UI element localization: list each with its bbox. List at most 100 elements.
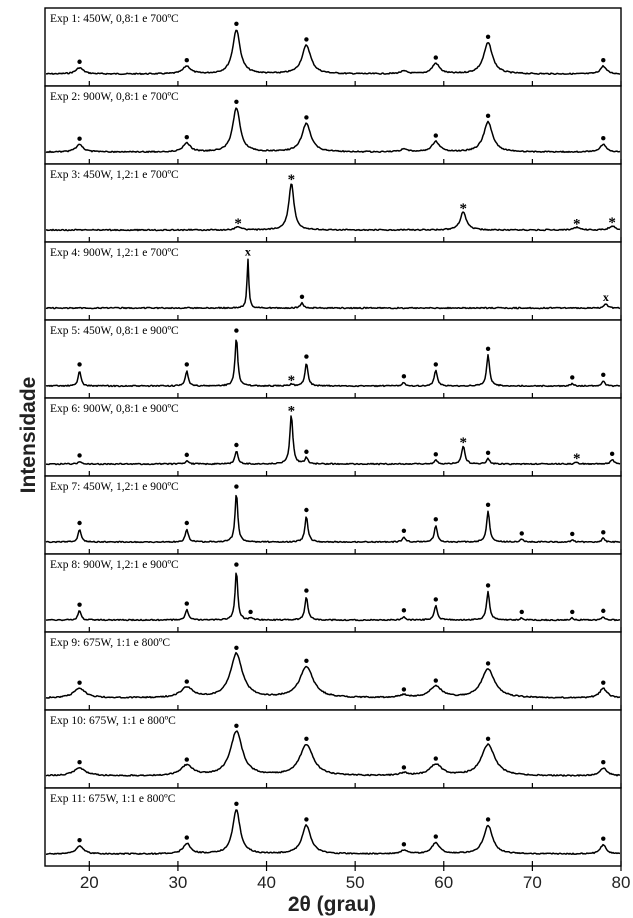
x-tick-label: 30	[168, 873, 187, 892]
peak-marker-dot	[433, 517, 438, 522]
x-tick-label: 40	[257, 873, 276, 892]
peak-marker-dot	[304, 449, 309, 454]
panel-frame	[44, 397, 622, 477]
peak-marker-dot	[248, 609, 253, 615]
peak-marker-dot	[77, 362, 82, 367]
peak-marker-dot	[304, 588, 309, 593]
peak-marker-dot	[485, 661, 491, 666]
x-tick-label: 50	[346, 873, 365, 892]
peak-marker-dot	[184, 835, 189, 840]
peak-marker-dot	[184, 58, 189, 63]
peak-marker-dot	[304, 736, 309, 741]
peak-marker-dot	[77, 602, 82, 607]
panel-4: Exp 4: 900W, 1,2:1 e 700ºC x x	[44, 241, 622, 321]
panel-label: Exp 1: 450W, 0,8:1 e 700ºC	[50, 13, 179, 25]
x-tick-label: 60	[434, 873, 453, 892]
peak-marker-dot	[234, 99, 239, 105]
peak-marker-dot	[601, 136, 606, 141]
peak-marker-dot	[485, 113, 491, 119]
x-axis-label: 2θ (grau)	[288, 893, 376, 916]
panel-label: Exp 2: 900W, 0,8:1 e 700ºC	[50, 91, 179, 103]
peak-marker-star: *	[608, 215, 616, 231]
peak-marker-dot	[485, 450, 491, 455]
peak-marker-dot	[601, 58, 606, 63]
xrd-curve	[45, 809, 621, 856]
xrd-curve	[45, 183, 621, 232]
peak-marker-star: *	[460, 435, 468, 451]
peak-marker-star: *	[460, 201, 468, 217]
peak-marker-dot	[401, 765, 407, 770]
xrd-curve	[45, 339, 621, 388]
peak-marker-dot	[401, 608, 407, 613]
panel-11: Exp 11: 675W, 1:1 e 800ºC	[44, 787, 622, 867]
peak-marker-dot	[601, 608, 606, 614]
peak-marker-dot	[485, 817, 491, 822]
peak-marker-dot	[433, 133, 438, 138]
peak-marker-dot	[433, 756, 438, 761]
xrd-curve	[45, 107, 621, 154]
panel-3: Exp 3: 450W, 1,2:1 e 700ºC * * * * *	[44, 163, 622, 243]
peak-marker-dot	[601, 680, 606, 685]
peak-marker-dot	[570, 531, 575, 537]
peak-marker-dot	[234, 328, 239, 333]
panel-label: Exp 11: 675W, 1:1 e 800ºC	[50, 793, 176, 805]
peak-marker-star: *	[288, 404, 296, 420]
xrd-curve	[45, 258, 621, 310]
peak-marker-dot	[184, 452, 189, 458]
peak-marker-dot	[234, 723, 239, 728]
peak-marker-dot	[433, 362, 438, 367]
peak-marker-dot	[485, 583, 491, 588]
peak-marker-dot	[433, 834, 438, 839]
peak-marker-dot	[304, 354, 309, 359]
panel-10: Exp 10: 675W, 1:1 e 800ºC	[44, 709, 622, 789]
peak-marker-dot	[184, 679, 189, 684]
peak-marker-dot	[401, 374, 407, 379]
x-axis: 20 30 40 50 60 70 80	[80, 866, 630, 892]
peak-marker-dot	[234, 562, 239, 567]
panel-7: Exp 7: 450W, 1,2:1 e 900ºC	[44, 475, 622, 555]
peak-marker-dot	[519, 531, 524, 536]
peak-marker-dot	[77, 136, 82, 141]
panel-5: Exp 5: 450W, 0,8:1 e 900ºC *	[44, 319, 622, 399]
peak-marker-dot	[77, 59, 82, 64]
peak-marker-dot	[184, 520, 189, 526]
peak-marker-star: *	[288, 373, 296, 389]
peak-marker-dot	[299, 294, 305, 299]
panel-1: Exp 1: 450W, 0,8:1 e 700ºC	[44, 7, 622, 87]
panel-2: Exp 2: 900W, 0,8:1 e 700ºC	[44, 85, 622, 165]
peak-marker-dot	[77, 520, 82, 526]
peak-marker-dot	[184, 601, 189, 606]
peak-marker-star: *	[573, 216, 581, 232]
peak-marker-dot	[77, 680, 82, 685]
peak-marker-dot	[184, 362, 189, 367]
xrd-curve	[45, 494, 621, 544]
panel-9: Exp 9: 675W, 1:1 e 800ºC	[44, 631, 622, 711]
peak-marker-dot	[519, 609, 524, 615]
peak-marker-dot	[234, 484, 239, 489]
peak-marker-dot	[485, 346, 491, 351]
panels-layer: Exp 1: 450W, 0,8:1 e 700ºC Exp 2: 900W, 0…	[44, 7, 622, 867]
peak-marker-dot	[485, 34, 491, 39]
peak-marker-star: *	[234, 216, 242, 232]
peak-marker-dot	[304, 115, 309, 120]
panel-8: Exp 8: 900W, 1,2:1 e 900ºC	[44, 553, 622, 633]
peak-marker-dot	[433, 55, 438, 60]
peak-marker-dot	[601, 530, 606, 535]
peak-marker-dot	[234, 645, 239, 650]
xrd-curve	[45, 572, 621, 622]
peak-marker-dot	[601, 372, 606, 377]
panel-label: Exp 3: 450W, 1,2:1 e 700ºC	[50, 169, 179, 181]
peak-marker-cross: x	[603, 290, 609, 304]
peak-marker-dot	[77, 453, 82, 458]
peak-marker-star: *	[573, 451, 581, 467]
peak-marker-dot	[234, 442, 239, 448]
peak-marker-dot	[184, 134, 189, 140]
panel-label: Exp 4: 900W, 1,2:1 e 700ºC	[50, 247, 179, 259]
xrd-curve	[45, 730, 621, 777]
peak-marker-dot	[433, 452, 438, 457]
peak-marker-cross: x	[245, 245, 251, 259]
peak-marker-star: *	[288, 172, 296, 188]
peak-marker-dot	[601, 760, 606, 765]
peak-marker-dot	[401, 687, 407, 692]
